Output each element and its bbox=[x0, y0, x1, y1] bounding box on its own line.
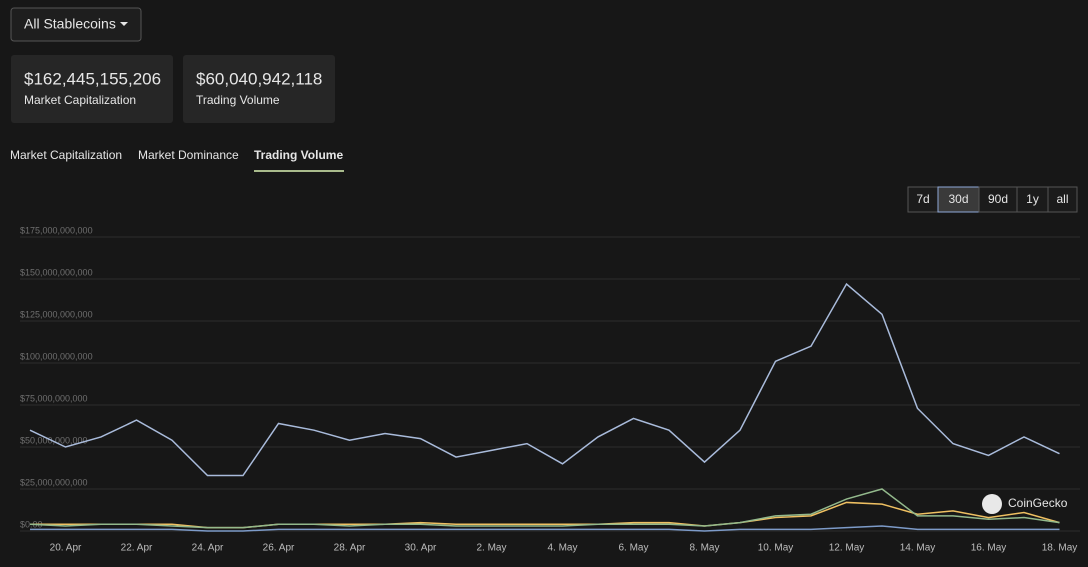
tab-underline bbox=[254, 170, 344, 172]
series-line bbox=[29, 282, 1060, 477]
x-tick-label: 4. May bbox=[547, 543, 577, 554]
tab[interactable]: Market Dominance bbox=[138, 148, 239, 162]
range-label[interactable]: all bbox=[1056, 192, 1068, 206]
tab[interactable]: Trading Volume bbox=[254, 148, 343, 162]
range-button[interactable] bbox=[907, 186, 939, 213]
range-label[interactable]: 30d bbox=[948, 192, 968, 206]
dropdown[interactable] bbox=[10, 7, 142, 42]
series-line bbox=[30, 525, 1060, 532]
stat-box bbox=[11, 55, 173, 123]
x-tick-label: 8. May bbox=[689, 543, 719, 554]
x-tick-label: 10. May bbox=[758, 543, 794, 554]
watermark-logo bbox=[982, 494, 1002, 514]
stat-label: Market Capitalization bbox=[24, 93, 136, 107]
caret bbox=[120, 22, 128, 26]
y-tick-label: $125,000,000,000 bbox=[20, 309, 93, 319]
x-tick-label: 6. May bbox=[618, 543, 648, 554]
range-label[interactable]: 1y bbox=[1026, 192, 1039, 206]
range-label[interactable]: 7d bbox=[916, 192, 929, 206]
y-tick-label: $100,000,000,000 bbox=[20, 351, 93, 361]
range-label[interactable]: 90d bbox=[988, 192, 1008, 206]
tab[interactable]: Market Capitalization bbox=[10, 148, 122, 162]
y-tick-label: $25,000,000,000 bbox=[20, 477, 88, 487]
chart: $0.00$25,000,000,000$50,000,000,000$75,0… bbox=[20, 225, 1080, 554]
x-tick-label: 28. Apr bbox=[334, 543, 366, 554]
x-tick-label: 14. May bbox=[900, 543, 936, 554]
stat-value: $60,040,942,118 bbox=[196, 69, 322, 88]
tabs: Market Capitalization Market Dominance Tra… bbox=[10, 148, 344, 172]
y-tick-label: $150,000,000,000 bbox=[20, 267, 93, 277]
stat-box bbox=[183, 55, 335, 123]
range-button[interactable] bbox=[978, 186, 1018, 213]
x-tick-label: 30. Apr bbox=[405, 543, 437, 554]
x-tick-label: 12. May bbox=[829, 543, 865, 554]
dropdown-label[interactable]: All Stablecoins bbox=[24, 16, 116, 32]
stat-label: Trading Volume bbox=[196, 93, 280, 107]
x-tick-label: 16. May bbox=[971, 543, 1007, 554]
x-tick-label: 26. Apr bbox=[263, 543, 295, 554]
range-button[interactable] bbox=[937, 186, 980, 213]
watermark: CoinGecko bbox=[1008, 496, 1068, 510]
range-buttons: 7d 30d 90d 1y all bbox=[907, 186, 1078, 213]
x-tick-label: 24. Apr bbox=[192, 543, 224, 554]
range-button[interactable] bbox=[1016, 186, 1049, 213]
series-line bbox=[29, 488, 1060, 529]
stat-value: $162,445,155,206 bbox=[24, 69, 161, 88]
x-tick-label: 22. Apr bbox=[121, 543, 153, 554]
x-tick-label: 2. May bbox=[476, 543, 506, 554]
range-button[interactable] bbox=[1047, 186, 1078, 213]
x-tick-label: 18. May bbox=[1042, 543, 1078, 554]
y-tick-label: $75,000,000,000 bbox=[20, 393, 88, 403]
x-tick-label: 20. Apr bbox=[50, 543, 82, 554]
y-tick-label: $175,000,000,000 bbox=[20, 225, 93, 235]
y-tick-label: $50,000,000,000 bbox=[20, 435, 88, 445]
